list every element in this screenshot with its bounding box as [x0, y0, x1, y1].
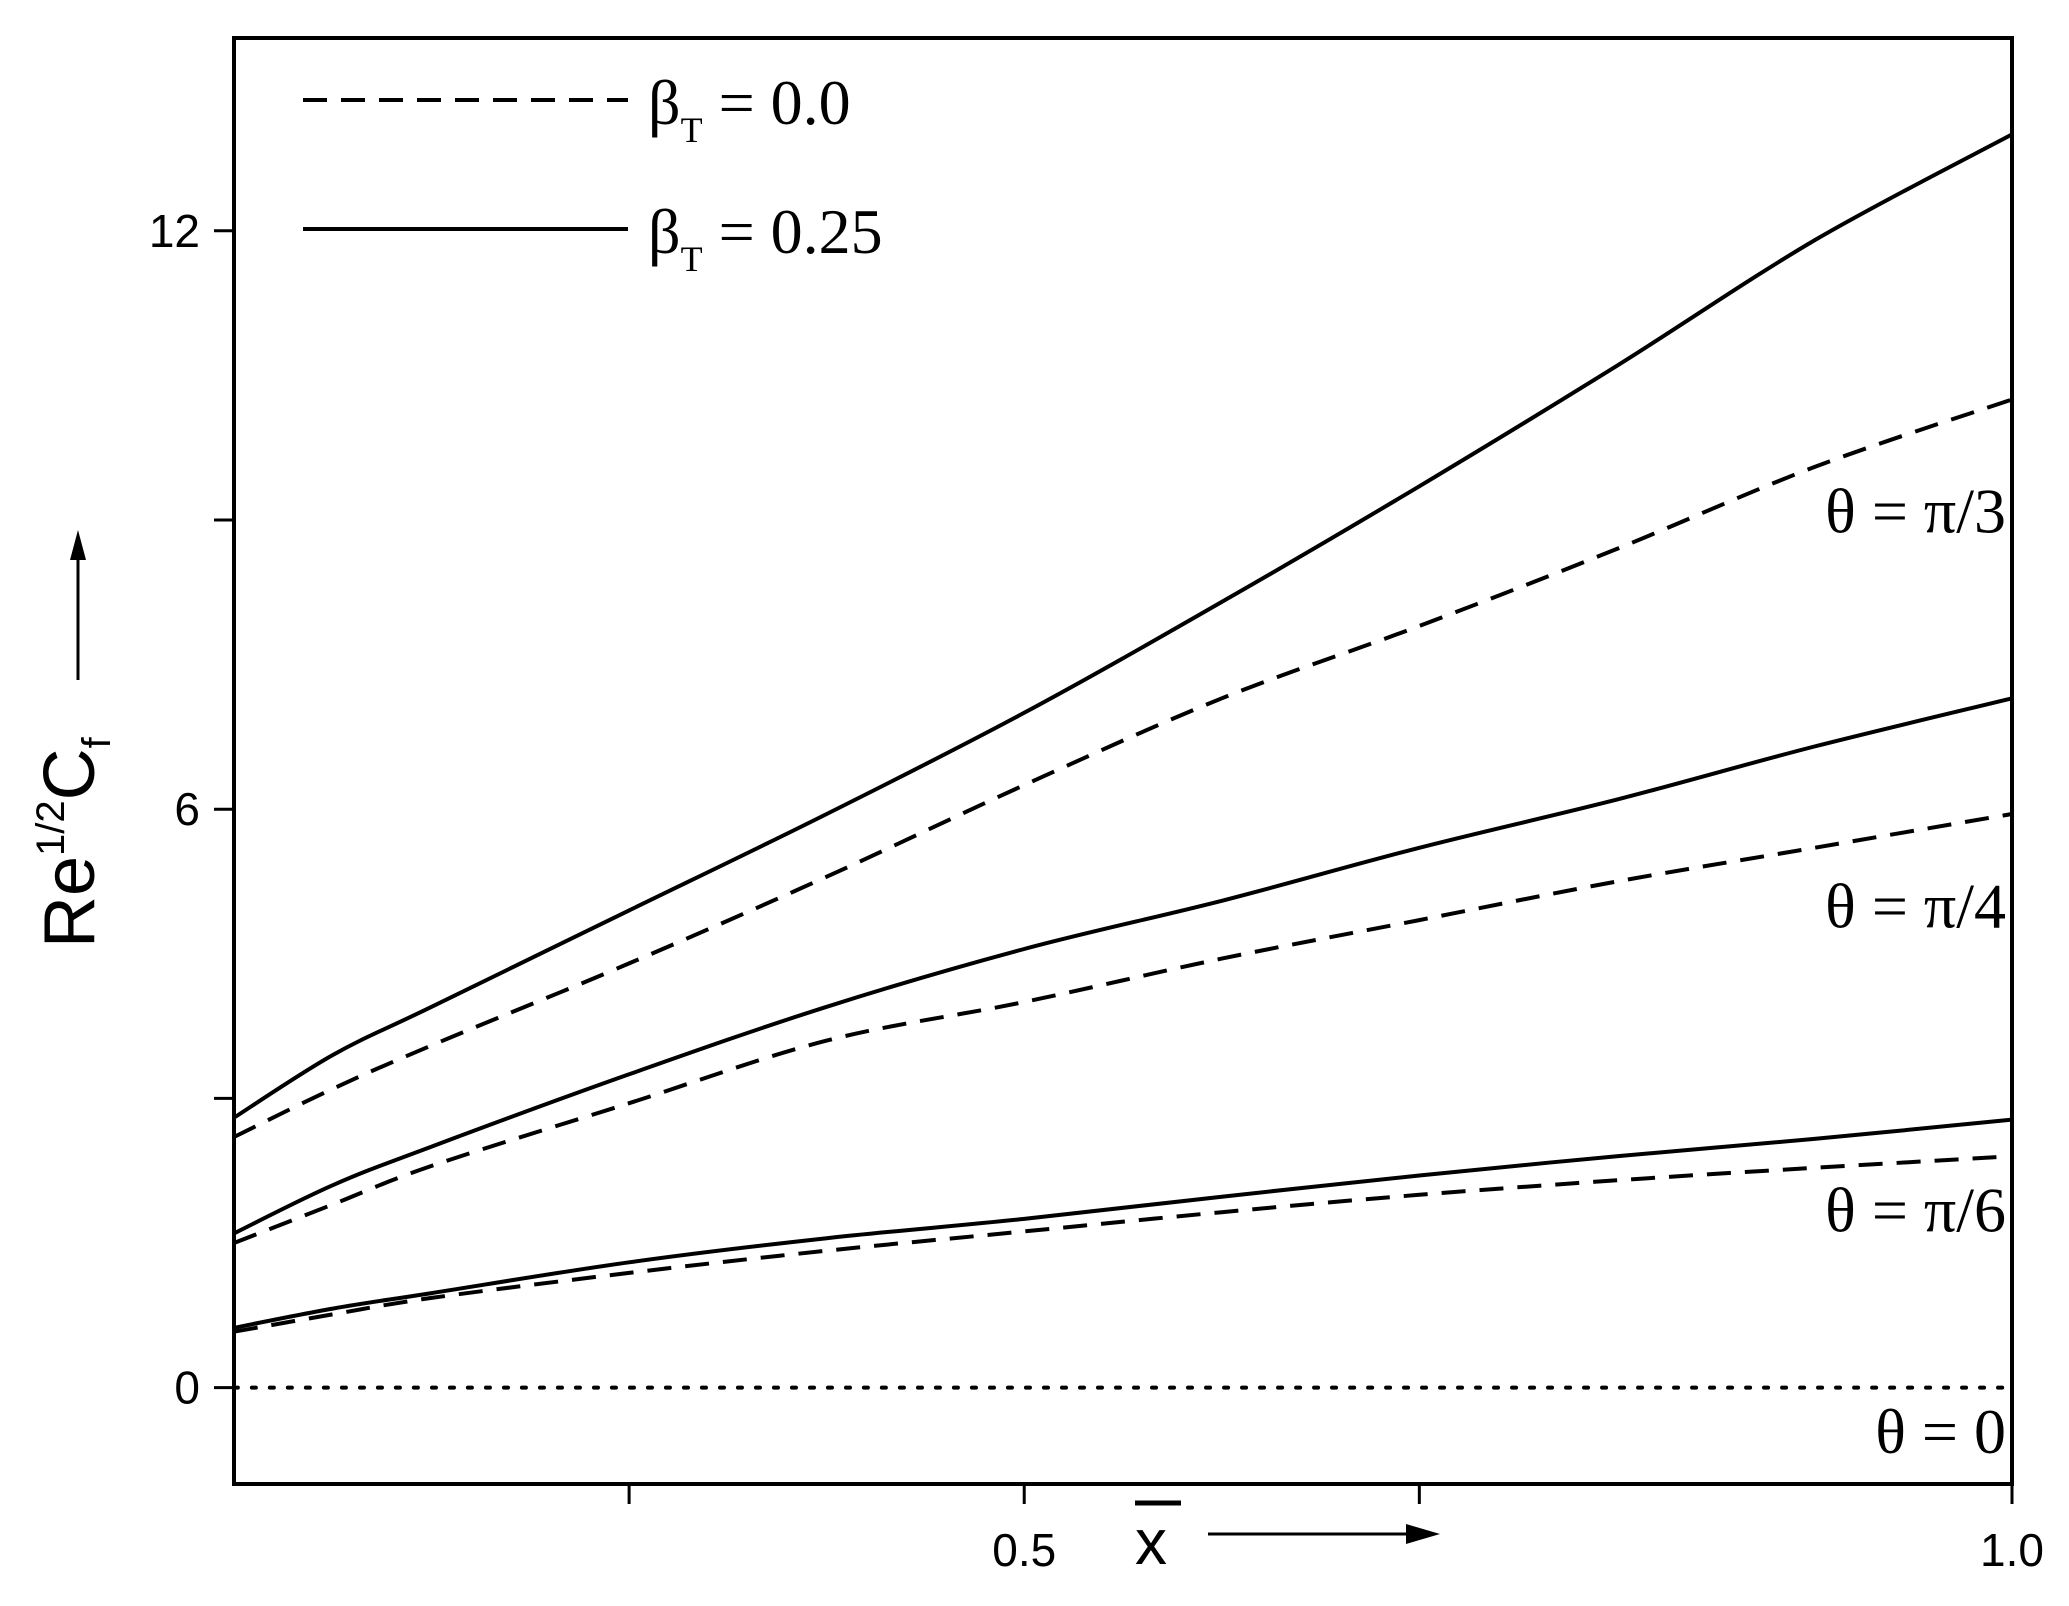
curve-annotation: θ = π/6 [1825, 1174, 2006, 1245]
legend-label-solid: βT = 0.25 [648, 196, 883, 279]
series-line-dashed-2 [233, 812, 2013, 1245]
y-axis-arrow-head [70, 530, 86, 560]
curve-annotations: θ = π/3 θ = π/4 θ = π/6 θ = 0 [1825, 475, 2006, 1467]
curve-annotation: θ = π/3 [1825, 475, 2006, 546]
y-tick-label: 12 [149, 205, 200, 257]
series-line-dashed-0 [233, 397, 2013, 1139]
series-lines [232, 132, 2014, 1390]
y-tick-label: 6 [174, 783, 200, 835]
legend-label-dashed: βT = 0.0 [648, 67, 851, 150]
curve-annotation: θ = 0 [1875, 1396, 2006, 1467]
y-tick-label: 0 [174, 1362, 200, 1414]
x-axis-label-text: x [1135, 1506, 1167, 1578]
series-line-solid-3 [233, 696, 2013, 1236]
x-tick-label: 0.5 [992, 1524, 1056, 1576]
plot-frame [232, 36, 2014, 1486]
y-axis-ticks: 0 6 12 [149, 205, 234, 1414]
curve-annotation: θ = π/4 [1825, 871, 2006, 942]
x-axis-arrow-head [1406, 1524, 1440, 1544]
x-axis-label: x [1135, 1500, 1440, 1578]
legend: βT = 0.0 βT = 0.25 [303, 67, 883, 279]
x-axis-ticks: 0.5 1.0 [627, 1484, 2044, 1576]
series-line-solid-1 [232, 132, 2013, 1120]
series-line-solid-5 [233, 1117, 2013, 1330]
y-axis-label-text: Re1/2Cf [29, 736, 119, 948]
y-axis-label: Re1/2Cf [29, 530, 119, 948]
x-tick-label: 1.0 [1980, 1524, 2044, 1576]
series-line-dashed-4 [233, 1154, 2013, 1334]
